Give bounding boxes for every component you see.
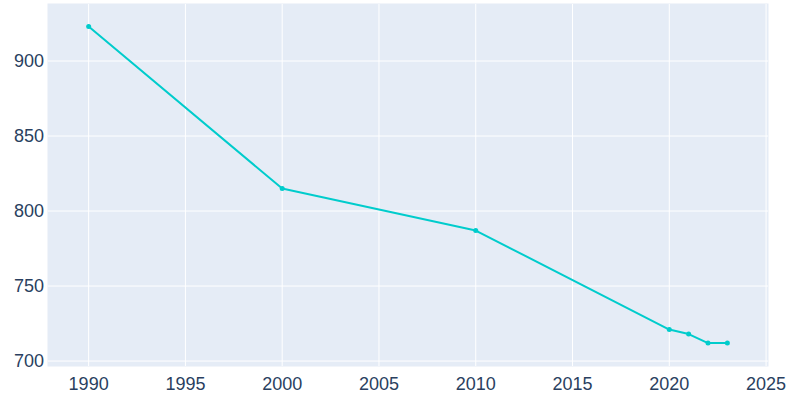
x-grid-line: [669, 4, 670, 366]
y-tick-label: 850: [14, 126, 44, 146]
x-grid-line: [282, 4, 283, 366]
plot-frame: [48, 4, 768, 366]
x-tick-label: 2020: [649, 374, 689, 394]
data-point: [686, 332, 691, 337]
x-grid-line: [766, 4, 767, 366]
y-grid-line: [48, 61, 768, 62]
x-grid-line: [88, 4, 89, 366]
x-grid-line: [475, 4, 476, 366]
y-grid-line: [48, 136, 768, 137]
x-tick-label: 1990: [69, 374, 109, 394]
y-tick-label: 750: [14, 276, 44, 296]
data-line: [89, 27, 728, 344]
data-point: [473, 228, 478, 233]
x-grid-line: [185, 4, 186, 366]
plot-area: [86, 24, 730, 346]
y-tick-label: 800: [14, 201, 44, 221]
x-grid-line: [378, 4, 379, 366]
y-tick-label: 900: [14, 51, 44, 71]
data-point: [706, 341, 711, 346]
data-point: [667, 327, 672, 332]
y-tick-label: 700: [14, 351, 44, 371]
y-grid-line: [48, 211, 768, 212]
data-point: [725, 341, 730, 346]
y-grid-line: [48, 286, 768, 287]
x-tick-label: 1995: [165, 374, 205, 394]
x-tick-label: 2010: [456, 374, 496, 394]
x-tick-label: 2025: [746, 374, 786, 394]
data-point: [86, 24, 91, 29]
chart: 1990 1995 2000 2005 2010 2015 2020 2025 700 750 80…: [0, 0, 800, 400]
y-grid-line: [48, 361, 768, 362]
x-tick-label: 2005: [359, 374, 399, 394]
data-point: [280, 186, 285, 191]
x-tick-label: 2000: [262, 374, 302, 394]
x-tick-label: 2015: [552, 374, 592, 394]
x-grid-line: [572, 4, 573, 366]
